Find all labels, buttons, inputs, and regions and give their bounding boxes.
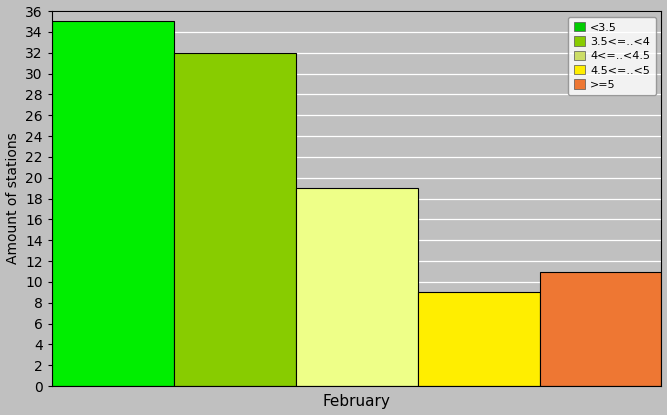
- Y-axis label: Amount of stations: Amount of stations: [5, 133, 19, 264]
- Bar: [174, 53, 295, 386]
- Bar: [540, 271, 662, 386]
- Bar: [295, 188, 418, 386]
- Bar: [418, 292, 540, 386]
- Legend: <3.5, 3.5<=..<4, 4<=..<4.5, 4.5<=..<5, >=5: <3.5, 3.5<=..<4, 4<=..<4.5, 4.5<=..<5, >…: [568, 17, 656, 95]
- Bar: [52, 22, 174, 386]
